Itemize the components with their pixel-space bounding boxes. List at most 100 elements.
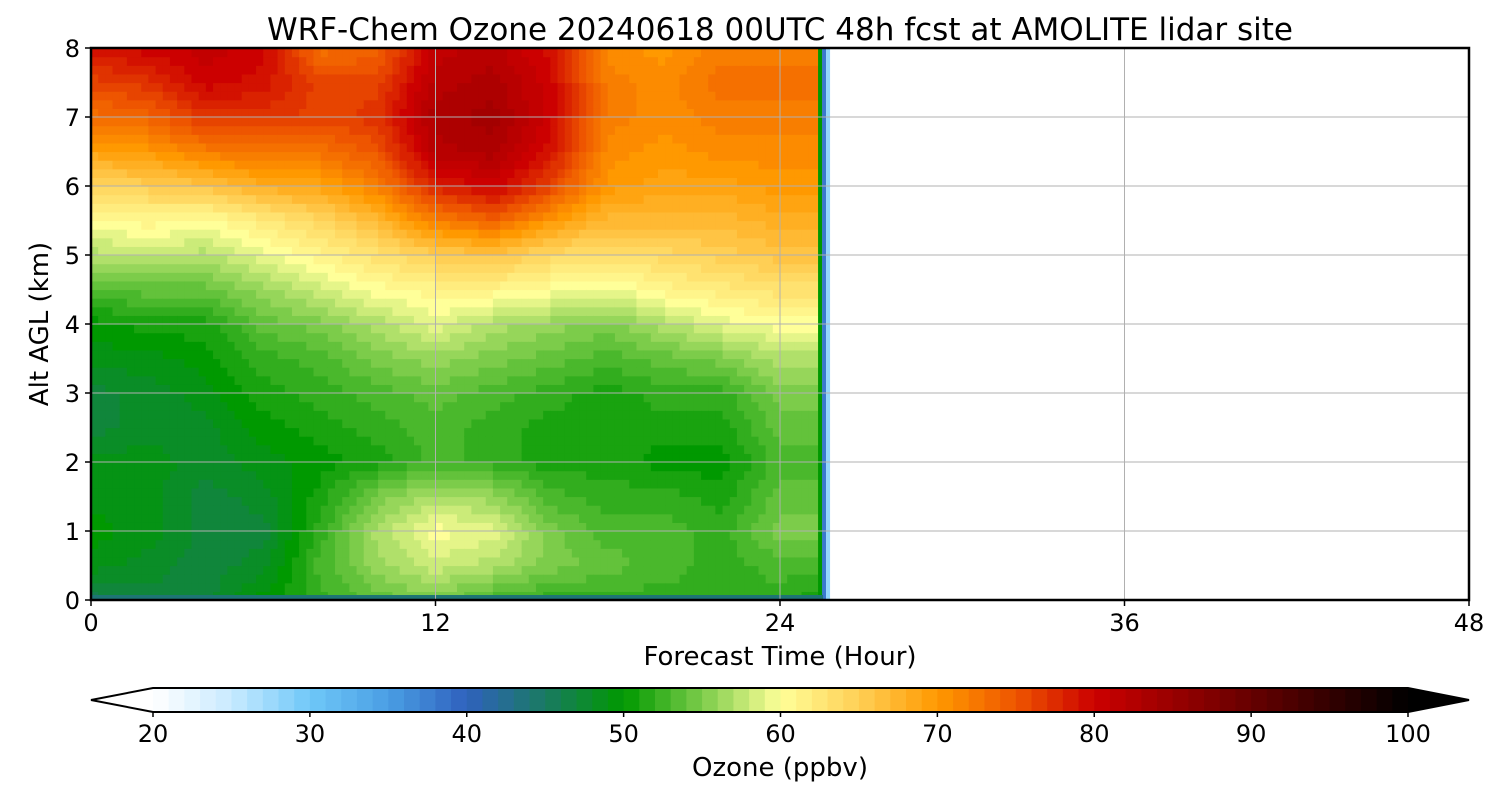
heatmap-cell xyxy=(291,246,300,256)
heatmap-cell xyxy=(607,125,616,135)
heatmap-cell xyxy=(385,453,394,463)
heatmap-cell xyxy=(105,479,114,489)
heatmap-cell xyxy=(428,306,437,316)
heatmap-cell xyxy=(256,427,264,437)
heatmap-cell xyxy=(270,418,279,429)
heatmap-cell xyxy=(284,194,293,204)
heatmap-cell xyxy=(263,513,272,523)
heatmap-cell xyxy=(614,582,623,592)
heatmap-cell xyxy=(435,565,444,575)
heatmap-cell xyxy=(277,427,286,437)
heatmap-cell xyxy=(421,436,429,446)
heatmap-cell xyxy=(177,367,185,377)
heatmap-cell xyxy=(220,349,228,360)
heatmap-cell xyxy=(413,186,422,196)
heatmap-cell xyxy=(550,574,559,584)
heatmap-cell xyxy=(586,341,594,351)
heatmap-cell xyxy=(234,401,243,411)
heatmap-cell xyxy=(600,401,609,411)
heatmap-cell xyxy=(557,324,566,334)
heatmap-cell xyxy=(636,177,645,187)
heatmap-cell xyxy=(105,556,114,567)
heatmap-cell xyxy=(636,531,645,541)
heatmap-cell xyxy=(184,522,193,532)
heatmap-cell xyxy=(220,487,228,498)
heatmap-cell xyxy=(327,237,336,247)
heatmap-cell xyxy=(284,229,293,239)
heatmap-cell xyxy=(291,384,300,394)
heatmap-cell xyxy=(284,237,293,247)
heatmap-cell xyxy=(622,479,630,489)
heatmap-cell xyxy=(449,125,458,135)
heatmap-cell xyxy=(492,168,501,178)
heatmap-cell xyxy=(213,186,221,196)
heatmap-cell xyxy=(313,522,322,532)
heatmap-cell xyxy=(442,393,451,403)
heatmap-cell xyxy=(105,203,114,213)
heatmap-cell xyxy=(579,487,587,498)
heatmap-cell xyxy=(622,48,630,58)
heatmap-cell xyxy=(535,375,544,385)
heatmap-cell xyxy=(155,401,164,411)
heatmap-cell xyxy=(442,574,451,584)
heatmap-cell xyxy=(406,134,415,144)
heatmap-cell xyxy=(299,306,307,316)
heatmap-cell xyxy=(291,125,300,135)
heatmap-cell xyxy=(349,186,358,196)
heatmap-cell xyxy=(148,56,157,66)
heatmap-cell xyxy=(471,272,480,282)
heatmap-cell xyxy=(535,522,544,532)
heatmap-cell xyxy=(320,177,329,187)
heatmap-cell xyxy=(586,160,594,170)
heatmap-cell xyxy=(291,82,300,92)
heatmap-cell xyxy=(449,151,458,161)
heatmap-cell xyxy=(413,582,422,592)
heatmap-cell xyxy=(614,358,623,368)
heatmap-cell xyxy=(471,349,480,360)
heatmap-cell xyxy=(169,194,178,204)
heatmap-cell xyxy=(234,565,243,575)
heatmap-cell xyxy=(105,332,114,342)
heatmap-cell xyxy=(220,410,228,420)
heatmap-cell xyxy=(220,582,228,592)
heatmap-cell xyxy=(557,82,566,92)
heatmap-cell xyxy=(593,255,602,265)
heatmap-cell xyxy=(126,160,135,170)
heatmap-cell xyxy=(234,410,243,420)
heatmap-cell xyxy=(643,393,652,403)
heatmap-cell xyxy=(485,306,494,316)
heatmap-cell xyxy=(91,565,99,575)
heatmap-cell xyxy=(213,410,221,420)
heatmap-cell xyxy=(471,229,480,239)
heatmap-cell xyxy=(119,186,128,196)
heatmap-cell xyxy=(550,91,559,101)
heatmap-cell xyxy=(579,151,587,161)
heatmap-cell xyxy=(586,436,594,446)
heatmap-cell xyxy=(112,444,121,454)
heatmap-cell xyxy=(500,565,508,575)
heatmap-cell xyxy=(571,73,580,84)
heatmap-cell xyxy=(528,108,537,118)
heatmap-cell xyxy=(270,513,279,523)
heatmap-cell xyxy=(313,444,322,454)
heatmap-cell xyxy=(571,462,580,472)
heatmap-cell xyxy=(169,280,178,291)
heatmap-cell xyxy=(155,470,164,480)
heatmap-cell xyxy=(543,539,551,549)
heatmap-cell xyxy=(457,427,465,437)
heatmap-cell xyxy=(370,220,379,230)
heatmap-cell xyxy=(571,272,580,282)
heatmap-cell xyxy=(392,556,401,567)
heatmap-cell xyxy=(291,160,300,170)
heatmap-cell xyxy=(535,237,544,247)
heatmap-cell xyxy=(485,56,494,66)
heatmap-cell xyxy=(227,56,236,66)
heatmap-cell xyxy=(485,142,494,153)
heatmap-cell xyxy=(335,358,343,368)
heatmap-cell xyxy=(492,522,501,532)
heatmap-cell xyxy=(449,410,458,420)
heatmap-cell xyxy=(349,324,358,334)
heatmap-cell xyxy=(370,237,379,247)
heatmap-cell xyxy=(464,479,472,489)
heatmap-cell xyxy=(629,401,638,411)
